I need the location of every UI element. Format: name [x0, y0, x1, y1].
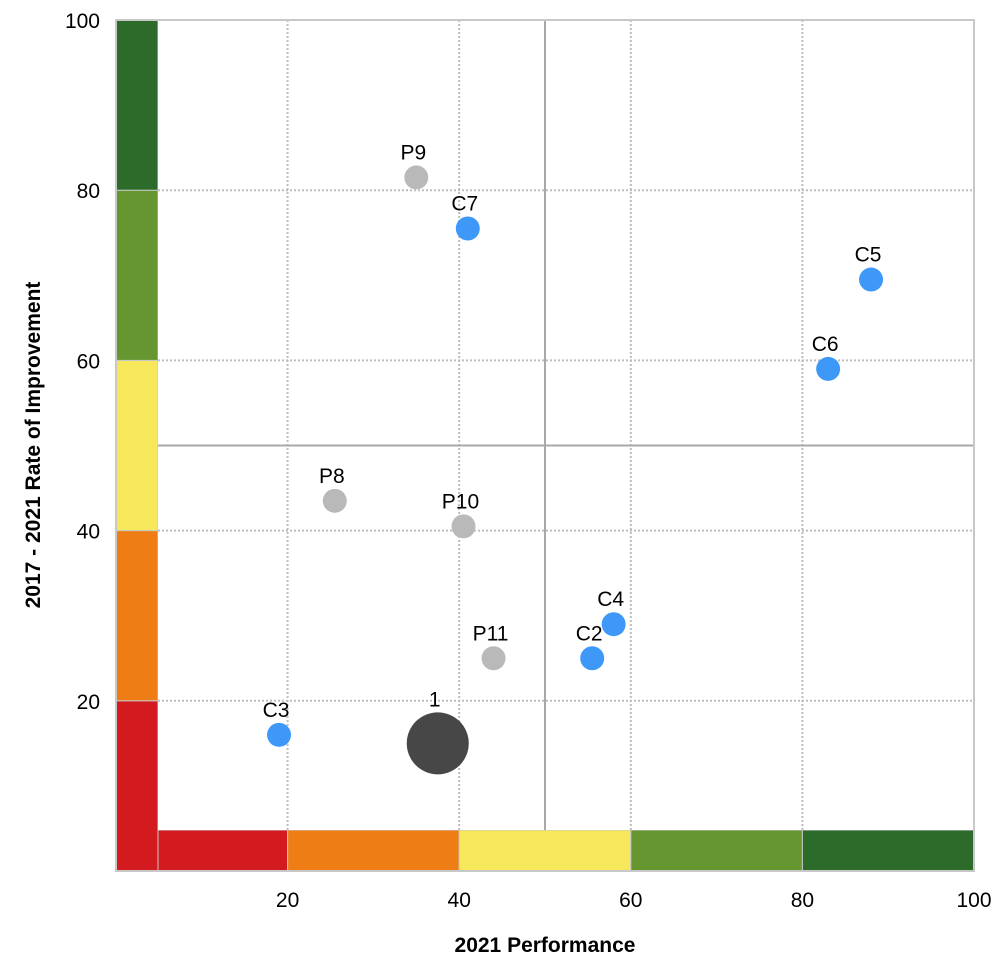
x-tick-label: 60 [619, 889, 642, 912]
point-C6[interactable]: C6 [812, 333, 841, 381]
point-P11[interactable]: P11 [473, 622, 509, 671]
point-label: C5 [855, 244, 882, 267]
point-P10[interactable]: P10 [442, 490, 479, 539]
data-points: P9 C7 C5 C6 P8 P10 C4 P11 C2 C3 1 [263, 141, 884, 775]
point-label: C6 [812, 333, 839, 356]
point-marker[interactable] [406, 712, 469, 775]
point-label: C2 [576, 622, 603, 645]
y-band-0 [115, 700, 159, 872]
point-1[interactable]: 1 [406, 688, 469, 775]
point-marker[interactable] [481, 646, 506, 671]
y-tick-label: 40 [77, 521, 100, 544]
y-tick-label: 20 [77, 691, 100, 714]
y-band-3 [115, 189, 159, 361]
x-axis-title: 2021 Performance [455, 934, 636, 957]
point-marker[interactable] [859, 267, 884, 292]
point-label: C3 [263, 699, 290, 722]
point-marker[interactable] [267, 722, 292, 747]
point-label: P11 [473, 622, 509, 645]
point-C4[interactable]: C4 [597, 588, 626, 637]
point-marker[interactable] [404, 165, 429, 190]
plot-area [158, 20, 974, 830]
point-label: P10 [442, 490, 479, 513]
point-marker[interactable] [322, 488, 347, 513]
point-P8[interactable]: P8 [319, 465, 347, 513]
point-C2[interactable]: C2 [576, 622, 605, 671]
point-marker[interactable] [455, 216, 480, 241]
point-label: C4 [597, 588, 624, 611]
point-marker[interactable] [580, 646, 605, 671]
y-tick-label: 80 [77, 180, 100, 203]
point-C3[interactable]: C3 [263, 699, 292, 747]
point-marker[interactable] [816, 356, 841, 381]
y-band-2 [115, 359, 159, 532]
point-P9[interactable]: P9 [400, 141, 429, 190]
x-tick-label: 40 [448, 889, 471, 912]
y-band-1 [115, 530, 159, 702]
x-band-2 [458, 829, 632, 872]
x-tick-label: 20 [276, 889, 299, 912]
x-band-1 [287, 829, 460, 872]
point-marker[interactable] [451, 514, 476, 539]
y-tick-label: 60 [77, 350, 100, 373]
y-axis-title: 2017 - 2021 Rate of Improvement [22, 282, 45, 609]
point-C5[interactable]: C5 [855, 244, 884, 292]
point-marker[interactable] [601, 612, 626, 637]
point-label: C7 [451, 192, 478, 215]
x-band-3 [630, 829, 803, 872]
y-tick-label: 100 [65, 10, 100, 33]
color-bands [115, 19, 975, 872]
y-band-4 [115, 19, 159, 191]
grid-lines [158, 20, 974, 830]
point-label: P9 [400, 141, 426, 164]
x-tick-label: 80 [791, 889, 814, 912]
x-tick-label: 100 [956, 889, 991, 912]
point-label: 1 [429, 688, 441, 711]
x-band-4 [801, 829, 975, 872]
quadrant-dividers [158, 20, 974, 830]
tick-labels: 20 40 60 80 100 20 40 60 80 100 [65, 10, 992, 912]
plot-frame [115, 19, 975, 872]
point-C7[interactable]: C7 [451, 192, 480, 241]
point-label: P8 [319, 465, 345, 488]
